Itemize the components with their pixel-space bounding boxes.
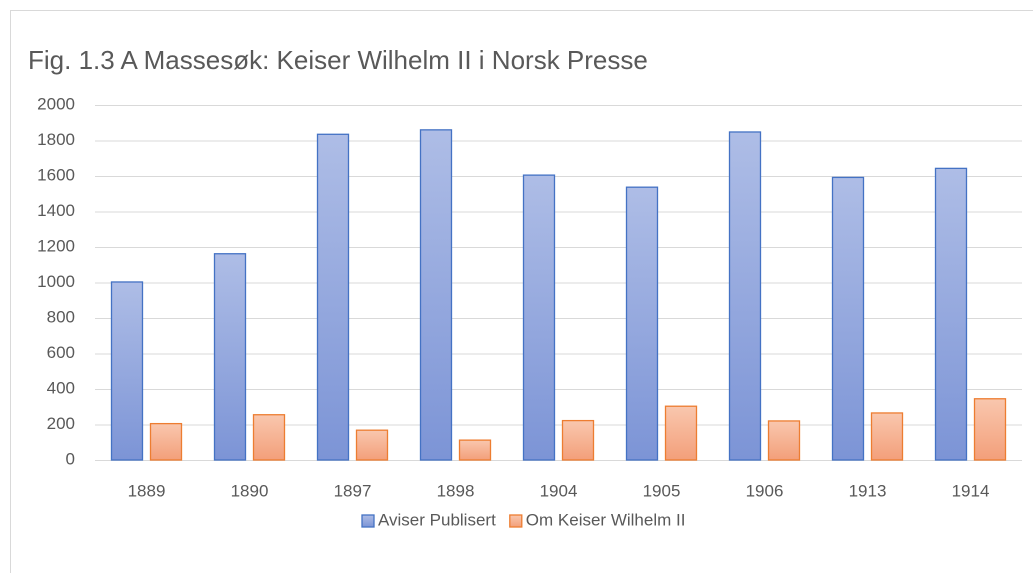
x-tick-label: 1890 <box>231 481 269 500</box>
x-tick-label: 1906 <box>746 481 784 500</box>
y-tick-label: 1600 <box>37 165 75 184</box>
bar <box>213 253 247 461</box>
bar <box>767 420 801 461</box>
y-tick-label: 0 <box>66 449 75 468</box>
bar <box>934 167 968 461</box>
bar <box>522 174 556 461</box>
bar <box>870 412 904 461</box>
chart-title: Fig. 1.3 A Massesøk: Keiser Wilhelm II i… <box>28 45 648 75</box>
y-tick-label: 800 <box>47 307 75 326</box>
bar <box>252 414 286 461</box>
bar <box>728 131 762 461</box>
y-tick-label: 2000 <box>37 94 75 113</box>
legend-swatch <box>509 514 523 528</box>
x-tick-label: 1914 <box>952 481 990 500</box>
y-tick-label: 1000 <box>37 272 75 291</box>
bar <box>561 419 595 461</box>
chart-border <box>10 10 1033 573</box>
bar <box>110 281 144 461</box>
bar <box>458 439 492 461</box>
y-tick-label: 1400 <box>37 201 75 220</box>
x-tick-label: 1898 <box>437 481 475 500</box>
bar <box>625 186 659 461</box>
bar <box>973 398 1007 461</box>
bar <box>316 133 350 461</box>
y-tick-label: 1800 <box>37 130 75 149</box>
y-tick-label: 1200 <box>37 236 75 255</box>
bar <box>831 176 865 461</box>
x-tick-label: 1904 <box>540 481 578 500</box>
x-tick-label: 1913 <box>849 481 887 500</box>
bar <box>355 429 389 461</box>
x-tick-label: 1889 <box>128 481 166 500</box>
legend-label: Om Keiser Wilhelm II <box>526 510 686 529</box>
bar <box>664 405 698 461</box>
bar <box>419 129 453 461</box>
legend-swatch <box>361 514 375 528</box>
y-tick-label: 600 <box>47 343 75 362</box>
x-tick-label: 1897 <box>334 481 372 500</box>
bar <box>149 422 183 461</box>
y-tick-label: 200 <box>47 414 75 433</box>
legend-label: Aviser Publisert <box>378 510 496 529</box>
y-tick-label: 400 <box>47 378 75 397</box>
x-tick-label: 1905 <box>643 481 681 500</box>
